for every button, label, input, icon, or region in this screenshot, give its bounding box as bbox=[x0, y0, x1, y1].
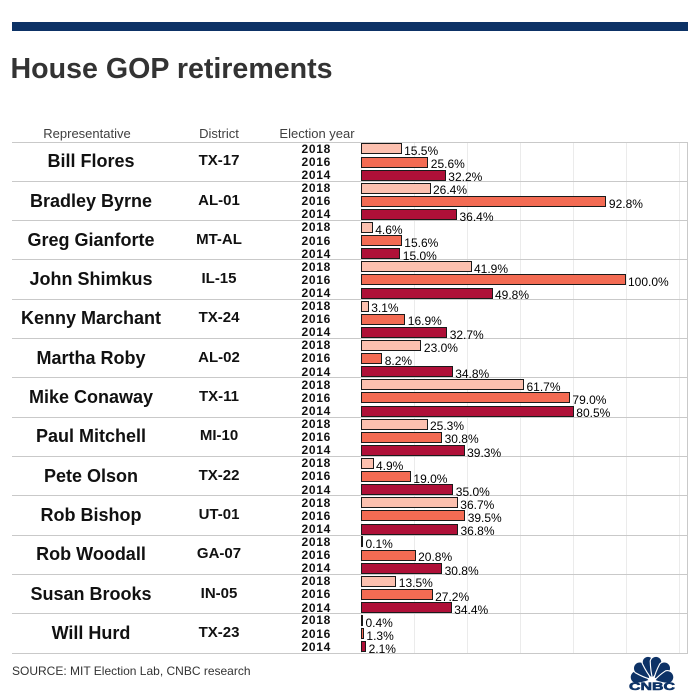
svg-text:CNBC: CNBC bbox=[629, 681, 675, 692]
